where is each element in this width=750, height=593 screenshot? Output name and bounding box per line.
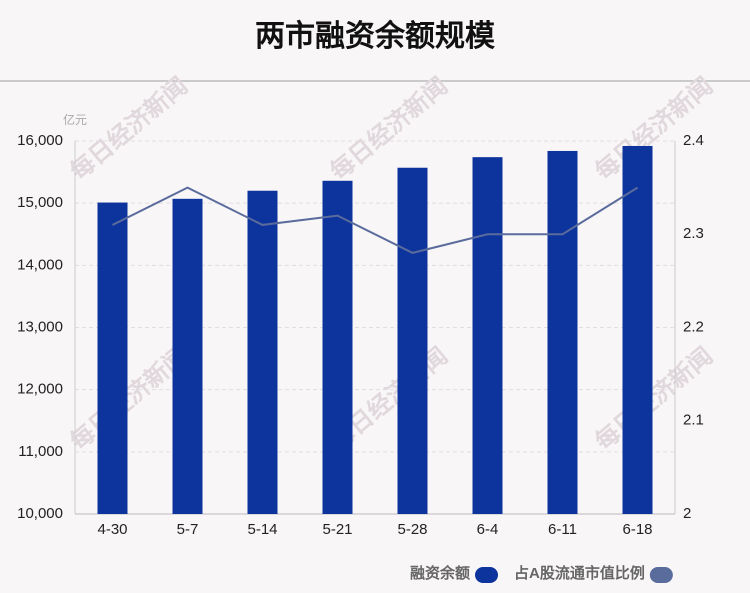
y2-tick-label: 2.1: [683, 412, 704, 429]
line: [112, 186, 639, 254]
bar: [397, 167, 428, 514]
y-tick-label: 13,000: [17, 318, 63, 335]
bar: [547, 150, 578, 515]
x-tick-label: 5-14: [247, 521, 277, 538]
y-tick-label: 12,000: [17, 381, 63, 398]
y2-tick-label: 2: [683, 505, 691, 522]
legend-label: 融资余额: [410, 564, 470, 582]
y-unit: 亿元: [63, 112, 87, 127]
y-tick-label: 11,000: [18, 443, 63, 460]
bar: [172, 198, 203, 514]
bar: [622, 145, 653, 514]
x-tick-label: 4-30: [97, 521, 127, 538]
y-tick-label: 16,000: [17, 132, 63, 149]
legend-swatch: [649, 567, 673, 583]
x-tick-label: 6-18: [622, 521, 652, 538]
y2-tick-label: 2.4: [683, 132, 704, 149]
y2-tick-label: 2.2: [683, 318, 704, 335]
x-tick-label: 6-4: [477, 521, 499, 538]
watermark: 每日经济新闻: [65, 72, 193, 186]
bar: [97, 202, 128, 515]
y-tick-label: 14,000: [17, 256, 63, 273]
chart-title: 两市融资余额规模: [255, 19, 495, 53]
y2-tick-label: 2.3: [683, 225, 704, 242]
y-tick-label: 15,000: [17, 194, 63, 211]
y-tick-label: 10,000: [17, 505, 63, 522]
watermark: 每日经济新闻: [590, 342, 718, 456]
bar: [247, 190, 278, 514]
bar: [472, 157, 503, 514]
x-tick-label: 5-21: [322, 521, 352, 538]
bar: [322, 180, 353, 514]
x-tick-label: 5-28: [397, 521, 427, 538]
watermark: 每日经济新闻: [325, 72, 453, 186]
watermark: 每日经济新闻: [590, 72, 718, 186]
legend-swatch: [475, 567, 499, 583]
legend-label: 占A股流通市值比例: [514, 564, 645, 582]
x-tick-label: 6-11: [548, 521, 577, 538]
x-tick-label: 5-7: [177, 521, 199, 538]
